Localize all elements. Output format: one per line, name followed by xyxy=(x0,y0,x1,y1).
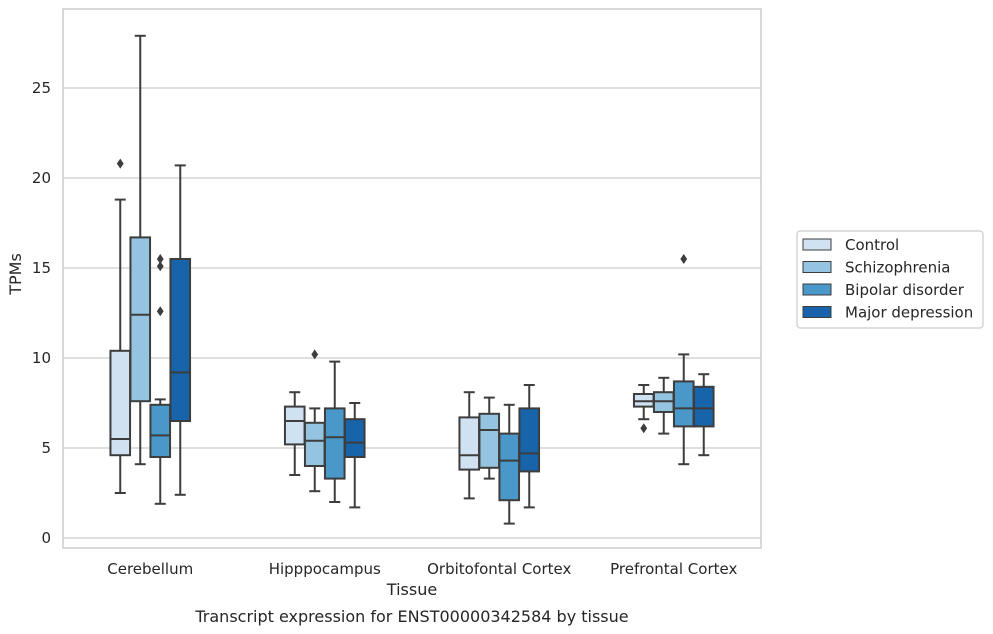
outlier-point xyxy=(156,261,164,272)
x-tick-label: Cerebellum xyxy=(107,560,193,578)
legend-frame xyxy=(796,230,984,329)
outlier-point xyxy=(116,158,124,169)
iqr-box xyxy=(283,405,306,446)
iqr-box xyxy=(169,258,192,422)
box-bipolar-disorder xyxy=(149,254,172,505)
iqr-box xyxy=(498,432,521,502)
box-major-depression xyxy=(169,164,192,496)
box-major-depression xyxy=(518,384,541,509)
outlier-point xyxy=(156,254,164,264)
x-tick-label: Hipppocampus xyxy=(269,560,381,578)
x-tick-label: Prefrontal Cortex xyxy=(610,560,737,578)
x-tick-labels: Cerebellum Hipppocampus Orbitofontal Corte… xyxy=(107,560,737,578)
y-tick-label: 20 xyxy=(32,169,51,187)
box-major-depression xyxy=(692,373,715,457)
box-bipolar-disorder xyxy=(323,360,346,503)
box-schizophrenia xyxy=(478,396,501,480)
box-control xyxy=(283,391,306,476)
outlier-point xyxy=(311,349,319,360)
box-schizophrenia xyxy=(303,349,326,493)
y-tick-labels: 0 5 10 15 20 25 xyxy=(32,79,51,547)
box-schizophrenia xyxy=(652,376,675,435)
legend-swatch xyxy=(802,283,832,296)
y-axis-label: TPMs xyxy=(6,253,25,296)
y-tick-label: 25 xyxy=(32,79,51,97)
legend-swatch xyxy=(802,261,832,273)
y-tick-label: 5 xyxy=(41,439,51,457)
iqr-box xyxy=(692,385,715,428)
legend: Control Schizophrenia Bipolar disorder Majo… xyxy=(796,230,984,329)
box-control xyxy=(109,158,132,494)
plot-frame xyxy=(62,8,762,549)
legend-label: Bipolar disorder xyxy=(845,281,965,299)
iqr-box xyxy=(323,407,346,480)
legend-label: Control xyxy=(845,236,899,254)
iqr-box xyxy=(129,236,152,403)
x-tick-label: Orbitofontal Cortex xyxy=(427,560,571,578)
x-axis-label: Tissue xyxy=(386,580,437,599)
box-control xyxy=(632,384,655,434)
y-tick-label: 10 xyxy=(32,349,51,367)
grid-lines xyxy=(63,87,761,539)
box-bipolar-disorder xyxy=(672,254,695,466)
iqr-box xyxy=(343,418,366,459)
outlier-point xyxy=(156,306,164,317)
legend-label: Major depression xyxy=(845,304,973,322)
legend-swatch xyxy=(802,306,832,318)
iqr-box xyxy=(518,407,541,473)
legend-swatch xyxy=(802,238,832,251)
outlier-point xyxy=(640,423,648,434)
iqr-box xyxy=(478,412,501,469)
box-control xyxy=(458,391,481,500)
box-bipolar-disorder xyxy=(498,403,521,525)
iqr-box xyxy=(109,349,132,457)
box-groups xyxy=(109,34,715,525)
box-schizophrenia xyxy=(129,34,152,466)
legend-label: Schizophrenia xyxy=(845,259,950,277)
y-tick-label: 15 xyxy=(32,259,51,277)
chart-caption: Transcript expression for ENST0000034258… xyxy=(194,607,628,626)
iqr-box xyxy=(149,403,172,458)
iqr-box xyxy=(303,421,326,467)
iqr-box xyxy=(672,380,695,428)
outlier-point xyxy=(680,254,688,264)
iqr-box xyxy=(458,416,481,471)
y-tick-label: 0 xyxy=(41,529,51,547)
box-major-depression xyxy=(343,402,366,509)
